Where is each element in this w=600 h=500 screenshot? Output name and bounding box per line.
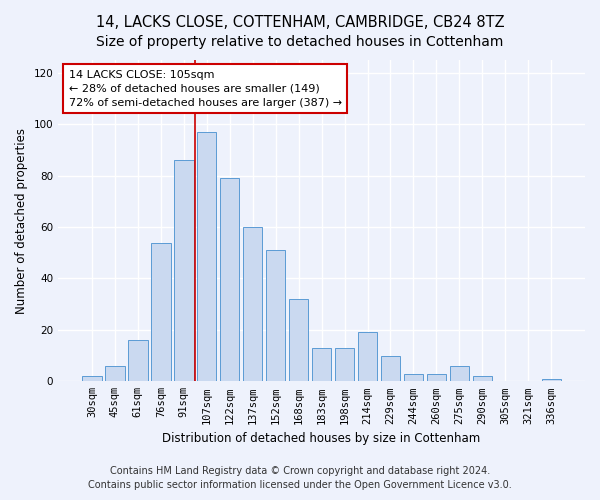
- Bar: [449, 366, 469, 382]
- Bar: [220, 178, 239, 382]
- Bar: [128, 340, 148, 382]
- Bar: [266, 250, 286, 382]
- Bar: [289, 299, 308, 382]
- Bar: [174, 160, 194, 382]
- Text: 14 LACKS CLOSE: 105sqm
← 28% of detached houses are smaller (149)
72% of semi-de: 14 LACKS CLOSE: 105sqm ← 28% of detached…: [69, 70, 342, 108]
- Bar: [358, 332, 377, 382]
- Bar: [473, 376, 492, 382]
- Text: Size of property relative to detached houses in Cottenham: Size of property relative to detached ho…: [97, 35, 503, 49]
- Bar: [542, 378, 561, 382]
- Bar: [82, 376, 101, 382]
- Bar: [427, 374, 446, 382]
- Text: Contains HM Land Registry data © Crown copyright and database right 2024.
Contai: Contains HM Land Registry data © Crown c…: [88, 466, 512, 490]
- Bar: [312, 348, 331, 382]
- Text: 14, LACKS CLOSE, COTTENHAM, CAMBRIDGE, CB24 8TZ: 14, LACKS CLOSE, COTTENHAM, CAMBRIDGE, C…: [95, 15, 505, 30]
- Bar: [335, 348, 355, 382]
- X-axis label: Distribution of detached houses by size in Cottenham: Distribution of detached houses by size …: [163, 432, 481, 445]
- Bar: [151, 242, 170, 382]
- Bar: [105, 366, 125, 382]
- Bar: [243, 227, 262, 382]
- Bar: [381, 356, 400, 382]
- Y-axis label: Number of detached properties: Number of detached properties: [15, 128, 28, 314]
- Bar: [404, 374, 423, 382]
- Bar: [197, 132, 217, 382]
